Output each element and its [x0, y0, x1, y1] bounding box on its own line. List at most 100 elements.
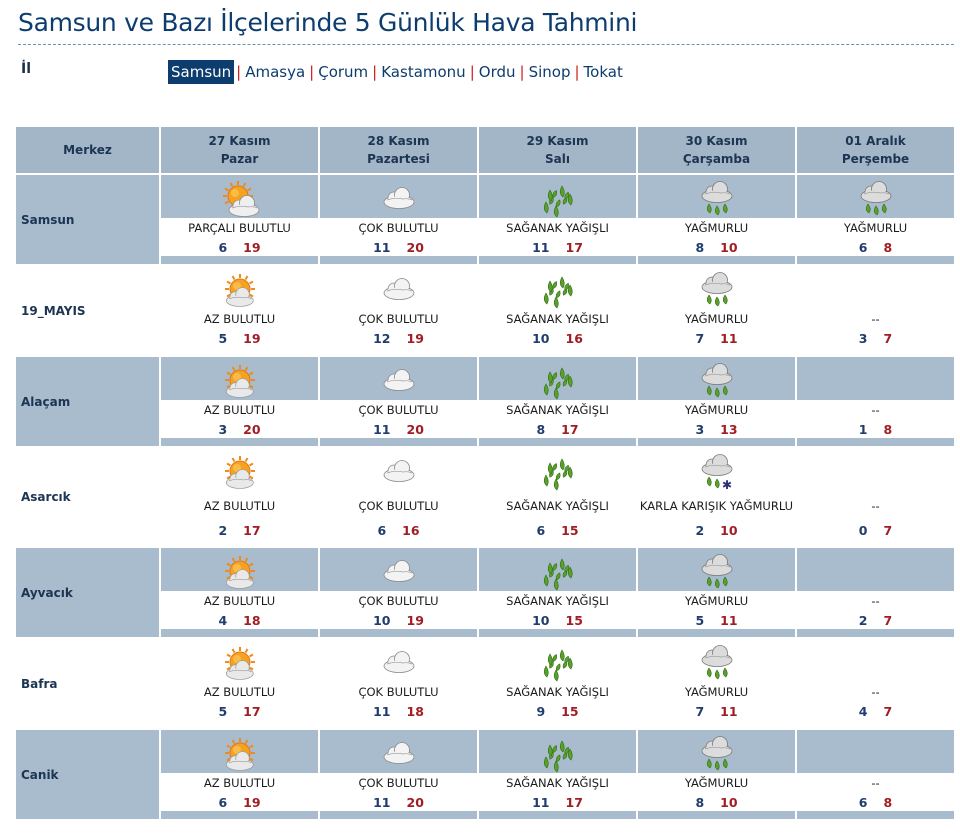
temperature-range: 11 20 [320, 793, 477, 811]
weather-description: AZ BULUTLU [161, 400, 318, 420]
forecast-cell: -- 3 7 [797, 266, 954, 355]
max-temp: 11 [720, 330, 738, 346]
empty-icon [854, 453, 898, 491]
min-temp: 10 [532, 612, 550, 628]
max-temp: 17 [243, 703, 261, 719]
max-temp: 20 [406, 421, 424, 437]
forecast-cell: SAĞANAK YAĞIŞLI 10 15 [479, 548, 636, 637]
max-temp: 16 [402, 522, 420, 538]
cloudy-icon [377, 644, 421, 682]
nav-separator: | [519, 63, 525, 81]
rain-icon [695, 271, 739, 309]
rain-icon [695, 180, 739, 218]
forecast-cell: SAĞANAK YAĞIŞLI 11 17 [479, 730, 636, 819]
showers-icon [536, 735, 580, 773]
min-temp: 11 [373, 794, 391, 810]
forecast-cell: ÇOK BULUTLU 11 20 [320, 357, 477, 446]
nav-separator: | [372, 63, 378, 81]
rain-icon [695, 553, 739, 591]
weather-description: YAĞMURLU [638, 591, 795, 611]
min-temp: 11 [532, 794, 550, 810]
max-temp: 19 [406, 612, 424, 628]
max-temp: 7 [883, 330, 893, 346]
forecast-cell: -- 1 8 [797, 357, 954, 446]
weather-description: ÇOK BULUTLU [358, 311, 439, 326]
forecast-cell: -- 0 7 [797, 448, 954, 546]
weather-description: -- [871, 684, 880, 699]
temperature-range: 3 20 [161, 420, 318, 438]
province-label: İl [21, 61, 32, 77]
max-temp: 20 [243, 421, 261, 437]
min-temp: 7 [695, 703, 705, 719]
empty-icon [854, 644, 898, 682]
day-header: 01 Aralık Perşembe [797, 127, 954, 173]
forecast-cell: YAĞMURLU 7 11 [638, 266, 795, 355]
weather-description: YAĞMURLU [684, 311, 749, 326]
weather-description: ÇOK BULUTLU [320, 773, 477, 793]
showers-icon [536, 453, 580, 491]
forecast-cell: YAĞMURLU 3 13 [638, 357, 795, 446]
temperature-range: 5 11 [638, 611, 795, 629]
temperature-range: 11 20 [320, 238, 477, 256]
weather-description: ÇOK BULUTLU [358, 498, 439, 513]
province-link[interactable]: Kastamonu [381, 63, 466, 81]
min-temp: 8 [536, 421, 546, 437]
max-temp: 13 [720, 421, 738, 437]
forecast-cell: -- 2 7 [797, 548, 954, 637]
day-weekday: Salı [545, 152, 570, 166]
min-temp: 0 [858, 522, 868, 538]
max-temp: 10 [720, 794, 738, 810]
max-temp: 20 [406, 794, 424, 810]
province-link[interactable]: Tokat [583, 63, 623, 81]
day-weekday: Pazartesi [367, 152, 430, 166]
nav-separator: | [574, 63, 580, 81]
rain-icon [695, 644, 739, 682]
showers-icon [536, 362, 580, 400]
title-divider [18, 44, 954, 45]
forecast-row: Alaçam AZ BULUTLU 3 20 ÇOK BULUTLU 11 20 SAĞANA… [16, 357, 954, 446]
weather-description: -- [797, 591, 954, 611]
day-header: 28 Kasım Pazartesi [320, 127, 477, 173]
forecast-cell: ÇOK BULUTLU 11 20 [320, 730, 477, 819]
province-link[interactable]: Çorum [318, 63, 369, 81]
temperature-range: 6 15 [536, 521, 578, 539]
province-link[interactable]: Sinop [528, 63, 571, 81]
min-temp: 3 [858, 330, 868, 346]
city-name: Bafra [16, 639, 159, 728]
city-name: Samsun [16, 175, 159, 264]
weather-description: ÇOK BULUTLU [320, 218, 477, 238]
day-date: 29 Kasım [526, 134, 589, 148]
max-temp: 15 [561, 522, 579, 538]
forecast-cell: ÇOK BULUTLU 12 19 [320, 266, 477, 355]
min-temp: 2 [858, 612, 868, 628]
province-link[interactable]: Samsun [168, 60, 235, 84]
sun-cloud-icon [218, 644, 262, 682]
min-temp: 11 [373, 703, 391, 719]
cloudy-icon [377, 271, 421, 309]
min-temp: 11 [373, 421, 391, 437]
max-temp: 8 [883, 421, 893, 437]
max-temp: 8 [883, 239, 893, 255]
province-link[interactable]: Ordu [478, 63, 516, 81]
temperature-range: 2 10 [695, 521, 737, 539]
temperature-range: 7 11 [695, 702, 737, 720]
max-temp: 11 [720, 703, 738, 719]
sun-cloud-icon [218, 362, 262, 400]
showers-icon [536, 644, 580, 682]
max-temp: 7 [883, 703, 893, 719]
province-link[interactable]: Amasya [245, 63, 306, 81]
max-temp: 19 [243, 794, 261, 810]
forecast-cell: ÇOK BULUTLU 11 18 [320, 639, 477, 728]
city-name: Ayvacık [16, 548, 159, 637]
empty-icon [854, 362, 898, 400]
forecast-cell: YAĞMURLU 6 8 [797, 175, 954, 264]
weather-description: -- [797, 773, 954, 793]
weather-description: YAĞMURLU [638, 773, 795, 793]
weather-description: KARLA KARIŞIK YAĞMURLU [639, 498, 794, 513]
min-temp: 5 [218, 330, 228, 346]
min-temp: 11 [373, 239, 391, 255]
sleet-icon: ✱ [695, 453, 739, 491]
min-temp: 5 [218, 703, 228, 719]
